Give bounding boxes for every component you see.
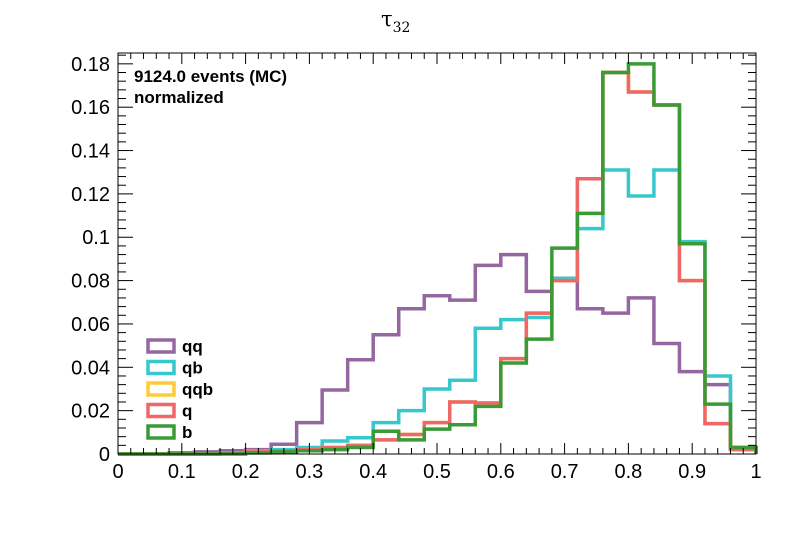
legend-label-b: b xyxy=(182,423,192,442)
legend-label-qq: qq xyxy=(182,337,203,356)
y-tick-label: 0.02 xyxy=(71,401,110,423)
legend-label-q: q xyxy=(182,402,192,421)
x-tick-label: 0.9 xyxy=(678,461,706,483)
legend-label-qqb: qqb xyxy=(182,380,213,399)
legend-swatch-b xyxy=(146,424,176,440)
x-tick-label: 0.6 xyxy=(487,461,515,483)
legend-swatch-qqb xyxy=(146,381,176,397)
y-tick-label: 0.1 xyxy=(82,227,110,249)
y-tick-label: 0.16 xyxy=(71,97,110,119)
info-line: normalized xyxy=(134,88,224,107)
legend-swatch-q xyxy=(146,402,176,419)
legend-label-qb: qb xyxy=(182,359,203,378)
chart-title-subscript: 32 xyxy=(393,20,411,36)
y-tick-label: 0.04 xyxy=(71,357,110,379)
legend-swatch-qq xyxy=(146,338,176,354)
plot-background xyxy=(118,53,756,454)
y-tick-label: 0.14 xyxy=(71,141,110,163)
chart-title-symbol: τ xyxy=(381,7,393,31)
x-tick-label: 0.7 xyxy=(551,461,579,483)
x-tick-label: 0.5 xyxy=(423,461,451,483)
y-tick-label: 0.18 xyxy=(71,54,110,76)
y-tick-label: 0.06 xyxy=(71,314,110,336)
x-tick-label: 0 xyxy=(112,461,123,483)
legend-swatch-qb xyxy=(146,359,176,376)
plot-area xyxy=(118,53,756,454)
y-tick-label: 0.08 xyxy=(71,271,110,293)
x-tick-label: 0.3 xyxy=(295,461,323,483)
x-tick-label: 0.8 xyxy=(614,461,642,483)
y-tick-label: 0 xyxy=(99,444,110,466)
info-annotation: 9124.0 events (MC) normalized xyxy=(134,67,287,107)
info-line: 9124.0 events (MC) xyxy=(134,67,287,86)
x-tick-label: 0.1 xyxy=(168,461,196,483)
x-tick-label: 0.4 xyxy=(359,461,387,483)
x-tick-label: 0.2 xyxy=(232,461,260,483)
x-tick-label: 1 xyxy=(750,461,761,483)
chart-title: τ32 xyxy=(381,7,410,36)
y-tick-label: 0.12 xyxy=(71,184,110,206)
axes-layer: 0 0.1 0.2 0.3 0.4 0.5 0.6 0.7 0.8 0.9 1 0 0.02 0.04 0.… xyxy=(71,52,762,483)
